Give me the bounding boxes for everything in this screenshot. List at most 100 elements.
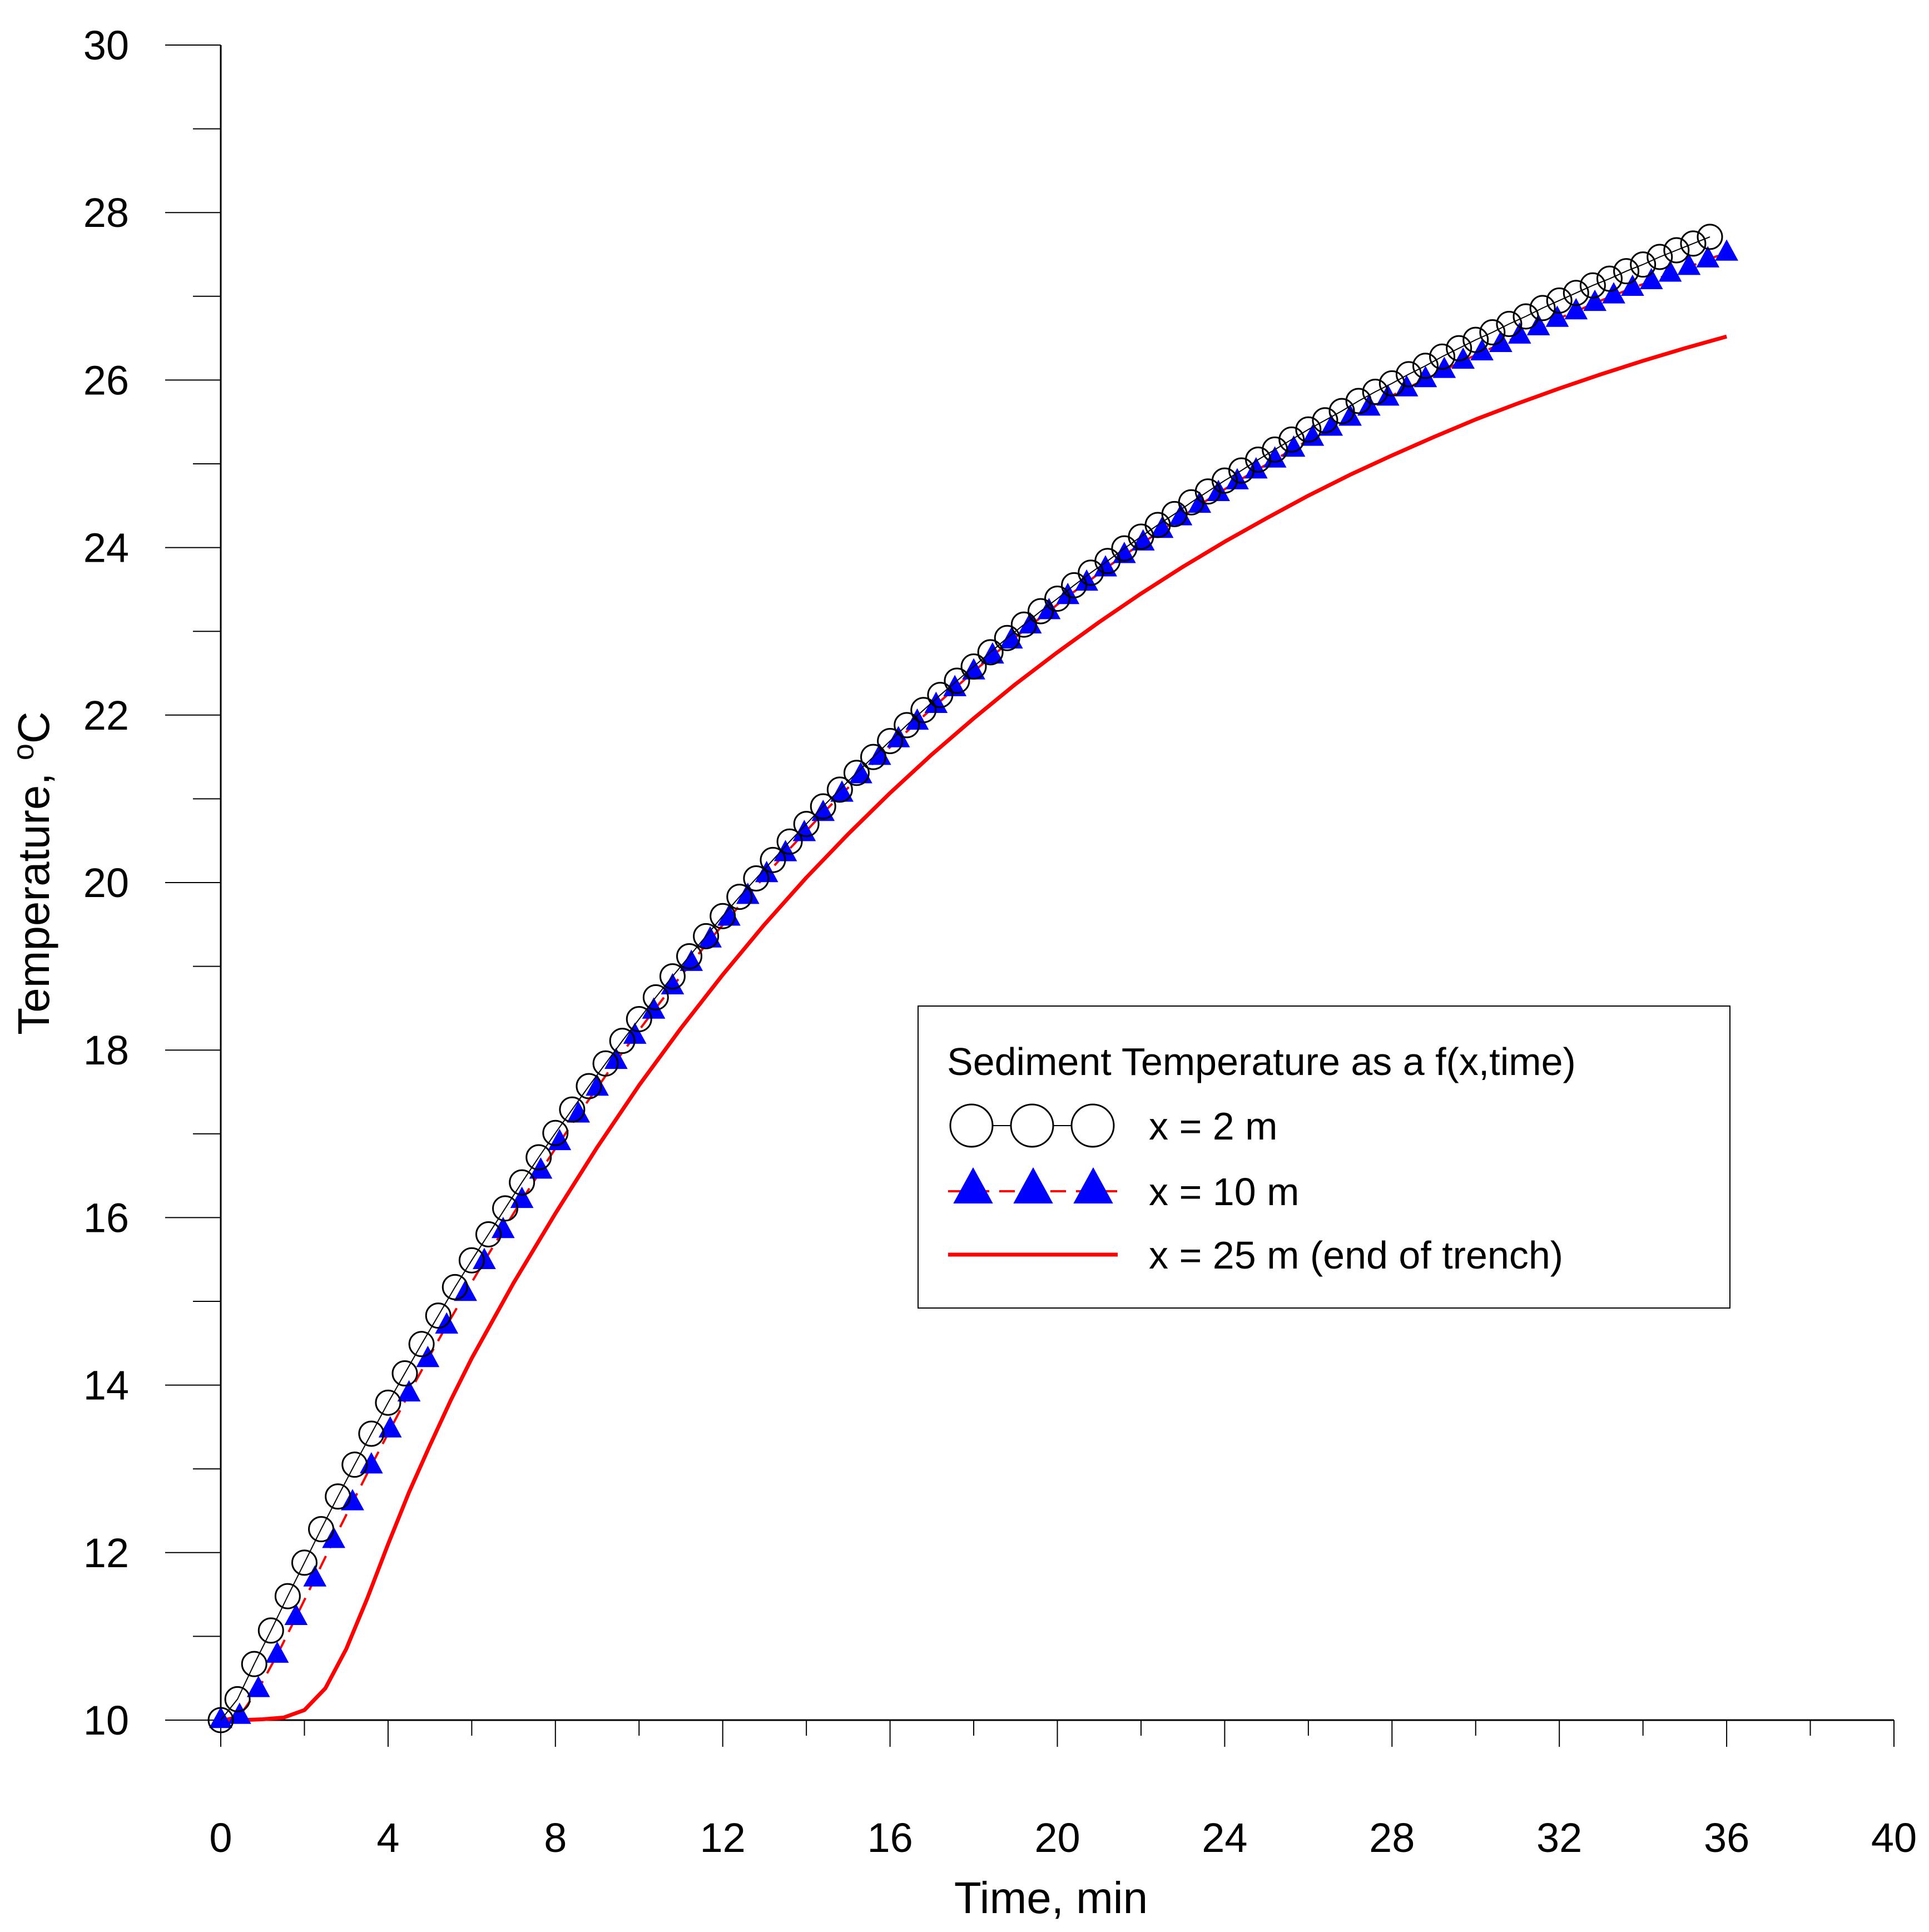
series-x10m-point — [1583, 289, 1606, 311]
series-x2m-point — [542, 1119, 569, 1146]
series-x2m-point — [944, 667, 970, 694]
series-x10m-point — [849, 762, 872, 784]
legend-label-x10m: x = 10 m — [1149, 1170, 1299, 1213]
series-x2m-point — [1596, 265, 1623, 292]
series-x2m-point — [676, 943, 703, 970]
series-x2m-point — [776, 828, 803, 855]
x-tick-label: 40 — [1871, 1815, 1917, 1861]
y-axis-ticks: 10 12 14 16 18 20 22 24 26 28 30 — [83, 22, 221, 1743]
series-x2m-point — [241, 1651, 267, 1677]
series-x2m-point — [1345, 388, 1372, 414]
series-x2m-point — [274, 1583, 301, 1609]
series-x10m-point — [1526, 314, 1550, 335]
series-x2m-point — [358, 1420, 385, 1447]
series-x10m-point — [1620, 274, 1644, 296]
series-x10m-point — [454, 1279, 477, 1301]
series-x2m-point — [1680, 230, 1707, 257]
x-tick-label: 12 — [700, 1815, 746, 1861]
y-tick-label: 12 — [83, 1530, 129, 1576]
series-x10m-point — [1715, 239, 1738, 261]
series-x2m-point — [1395, 361, 1422, 388]
y-tick-label: 20 — [83, 860, 129, 906]
series-x2m-point — [492, 1195, 519, 1222]
x-tick-label: 8 — [544, 1815, 567, 1861]
x-axis-title: Time, min — [954, 1873, 1148, 1923]
series-x2m-point — [1362, 378, 1389, 405]
series-x10m-point — [1432, 356, 1456, 378]
series-x2m-point — [1663, 237, 1690, 264]
x-tick-label: 24 — [1202, 1815, 1247, 1861]
y-axis-title-degree: o — [7, 744, 40, 760]
y-axis-title-unit: C — [9, 711, 58, 744]
x-tick-label: 20 — [1034, 1815, 1080, 1861]
series-x2m-point — [826, 776, 853, 803]
series-x10m-point — [1602, 282, 1625, 304]
y-tick-label: 18 — [83, 1027, 129, 1073]
series-x10m-point — [265, 1641, 289, 1663]
series-x2m-point — [877, 727, 904, 754]
series-x10m-point — [228, 1702, 251, 1724]
series-x2m-point — [391, 1360, 418, 1387]
series-x10m-point — [1696, 246, 1720, 267]
legend-box — [918, 1005, 1730, 1309]
y-tick-label: 16 — [83, 1195, 129, 1241]
y-tick-label: 22 — [83, 692, 129, 739]
series-x2m-point — [659, 963, 686, 990]
series-x2m-point — [375, 1389, 401, 1416]
series-x2m-point — [1010, 611, 1037, 638]
series-x2m-point — [1462, 326, 1489, 353]
x-tick-label: 4 — [376, 1815, 399, 1861]
series-x2m-point — [1245, 446, 1272, 473]
y-tick-label: 10 — [83, 1697, 129, 1743]
series-x2m-point — [1429, 343, 1456, 370]
legend-marker-x2m — [1010, 1103, 1054, 1148]
series-x2m-point — [325, 1483, 351, 1510]
series-x2m-point — [860, 744, 887, 770]
series-x2m-point — [1697, 224, 1723, 250]
series-x25m-line — [221, 334, 1728, 1722]
series-x2m-point — [1328, 398, 1355, 424]
y-tick-label: 14 — [83, 1363, 129, 1409]
legend-marker-x10m — [1073, 1167, 1113, 1203]
x-tick-label: 32 — [1536, 1815, 1582, 1861]
x-tick-label: 16 — [867, 1815, 913, 1861]
series-x10m-point — [378, 1416, 402, 1438]
series-x10m-point — [811, 799, 835, 821]
series-x10m-point — [1508, 322, 1531, 344]
series-x10m-point — [1338, 404, 1362, 426]
legend-entry-x10m: x = 10 m — [948, 1167, 1299, 1213]
series-x2m-point — [1630, 251, 1657, 278]
series-x2m-point — [743, 865, 770, 891]
series-x2m-point — [1027, 598, 1054, 625]
series-x2m-point — [1262, 436, 1288, 463]
series-x2m-point — [525, 1144, 552, 1171]
series-x2m-point — [509, 1169, 535, 1196]
series-x10m-point — [322, 1527, 345, 1548]
y-tick-label: 24 — [83, 525, 129, 571]
series-x10m-point — [1188, 491, 1212, 513]
legend-marker-x2m — [949, 1103, 994, 1148]
series-x10m-point — [529, 1157, 553, 1179]
y-tick-label: 28 — [83, 190, 129, 236]
series-x2m-point — [793, 811, 820, 838]
series-x2m-point — [1479, 319, 1506, 346]
series-x2m-point — [609, 1028, 636, 1054]
series-x10m-point — [981, 642, 1004, 664]
series-x2m-point — [626, 1005, 652, 1032]
series-x2m-point — [408, 1331, 435, 1358]
series-x2m-point — [910, 697, 937, 724]
legend-label-x25m: x = 25 m (end of trench) — [1149, 1233, 1563, 1277]
series-x2m-point — [257, 1617, 284, 1644]
series-x2m-point — [693, 923, 720, 949]
legend-entry-x25m: x = 25 m (end of trench) — [948, 1233, 1563, 1277]
series-x2m-point — [1295, 416, 1322, 443]
series-x2m-point — [475, 1221, 502, 1248]
legend: Sediment Temperature as a f(x,time) x = … — [918, 1005, 1730, 1309]
series-x2m-point — [576, 1073, 602, 1099]
series-x2m-point — [1446, 335, 1472, 361]
series-x2m-point — [1613, 258, 1640, 285]
series-x2m-point — [810, 793, 836, 820]
x-tick-label: 36 — [1704, 1815, 1749, 1861]
